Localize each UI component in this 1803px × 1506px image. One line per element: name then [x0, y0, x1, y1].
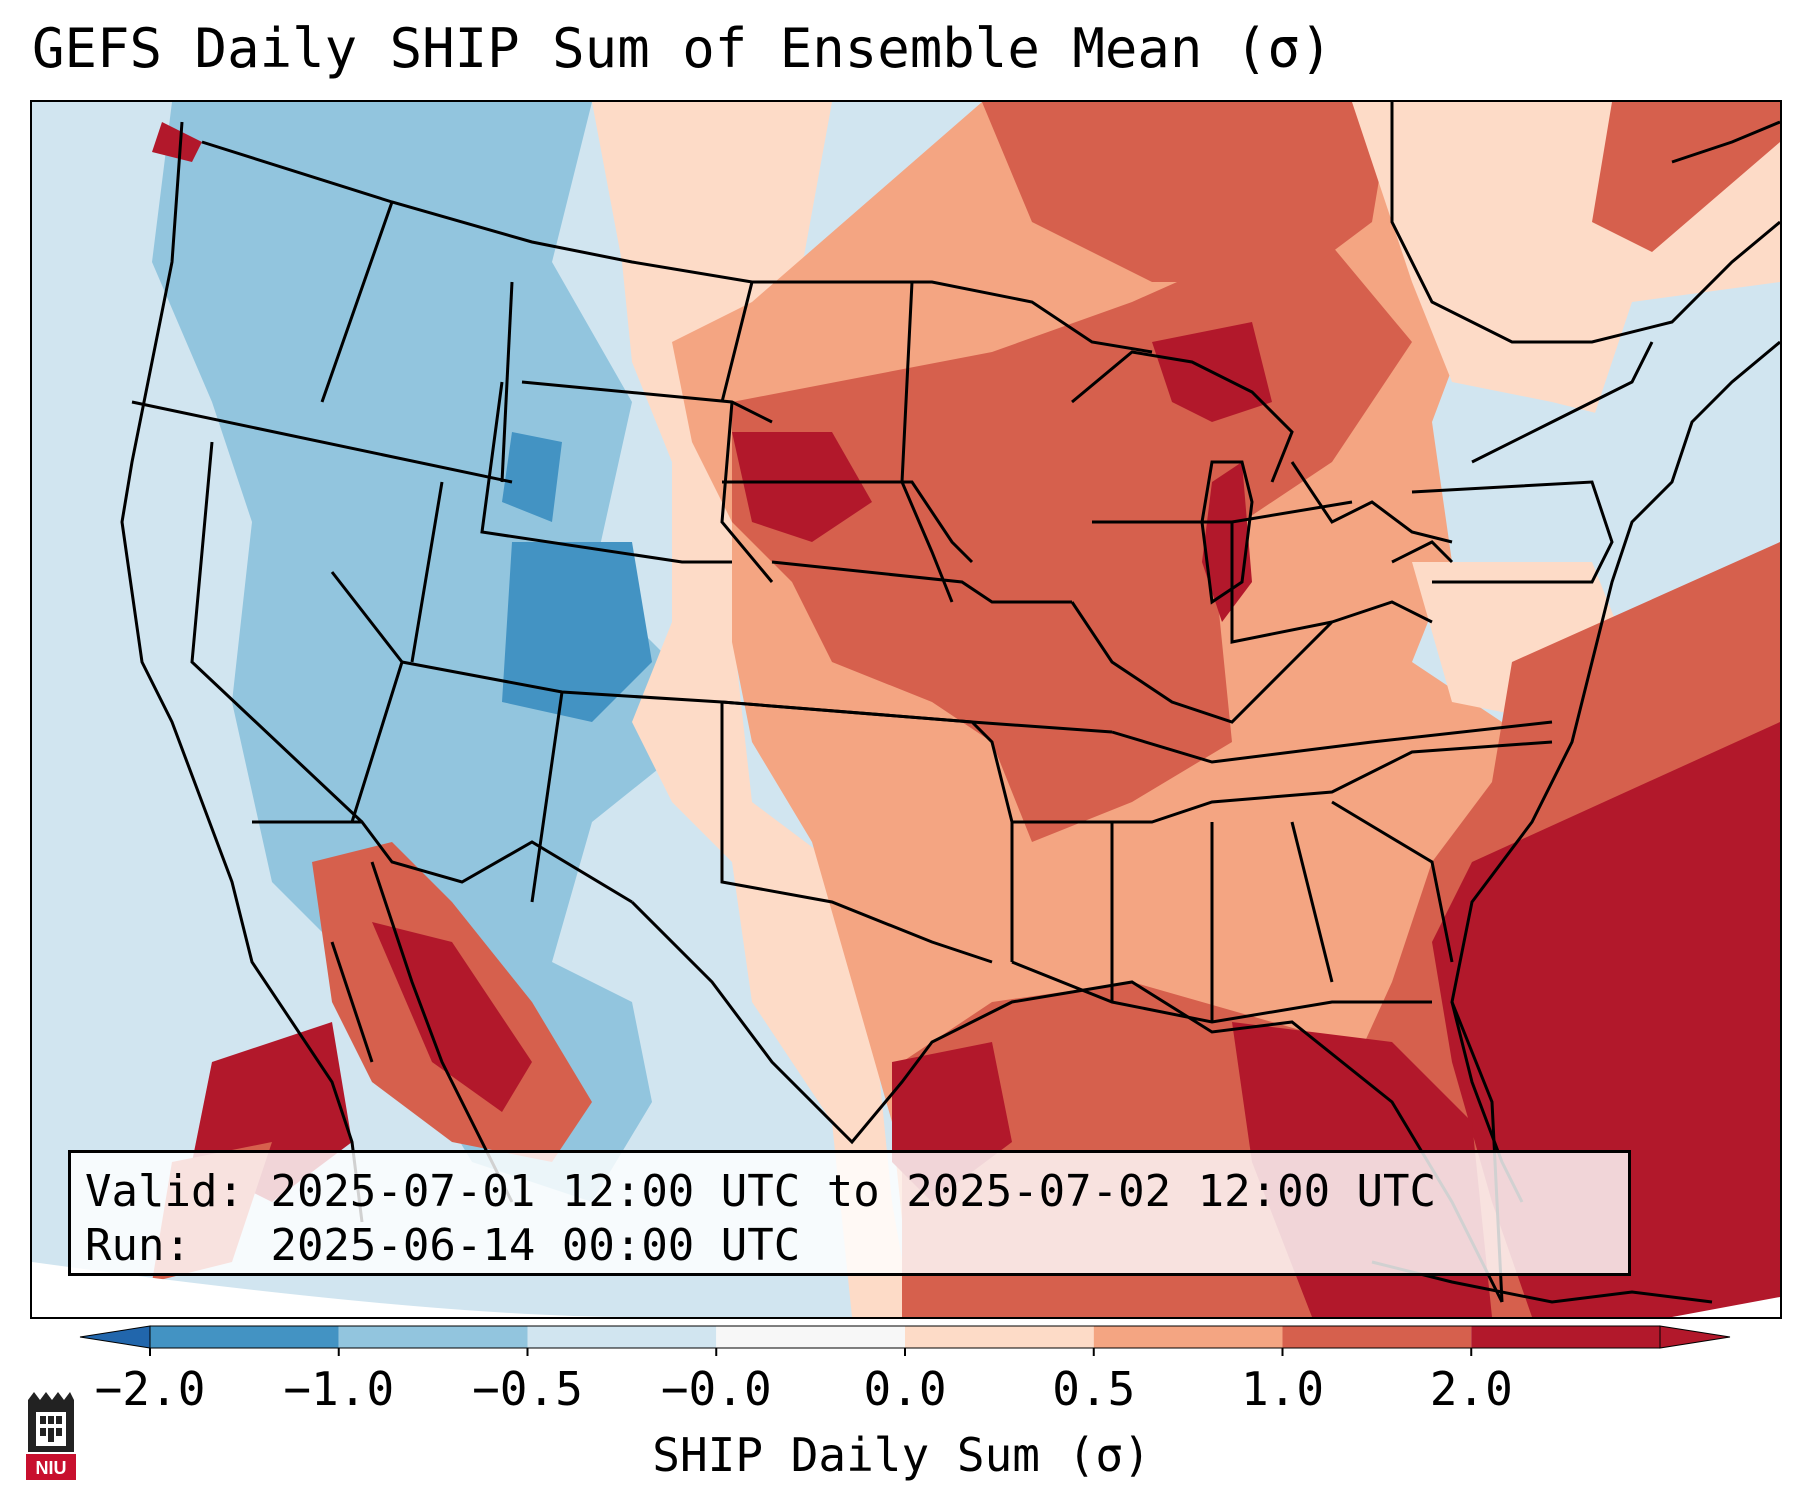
colorbar-tick-label: −0.0: [660, 1362, 772, 1416]
colorbar-tick-label: −0.5: [472, 1362, 583, 1416]
run-value: 2025-06-14 00:00 UTC: [270, 1220, 801, 1271]
colorbar-tick-label: 2.0: [1429, 1362, 1513, 1416]
colorbar: [79, 1325, 1731, 1356]
colorbar-segment: [150, 1326, 339, 1348]
valid-run-info-box: Valid: 2025-07-01 12:00 UTC to 2025-07-0…: [68, 1150, 1631, 1276]
colorbar-segment: [338, 1326, 528, 1348]
logo-text: NIU: [36, 1458, 67, 1478]
niu-castle-logo-icon: NIU: [26, 1392, 76, 1480]
colorbar-tick-label: 1.0: [1240, 1362, 1325, 1416]
colorbar-segment: [716, 1326, 905, 1348]
valid-line: Valid: 2025-07-01 12:00 UTC to 2025-07-0…: [85, 1165, 1614, 1219]
run-label: Run:: [85, 1220, 191, 1271]
run-line: Run: 2025-06-14 00:00 UTC: [85, 1219, 1614, 1273]
valid-label: Valid:: [85, 1166, 244, 1217]
chart-title: GEFS Daily SHIP Sum of Ensemble Mean (σ): [32, 17, 1333, 80]
colorbar-extend-low: [79, 1325, 151, 1349]
borders: [120, 102, 1780, 1304]
colorbar-label: SHIP Daily Sum (σ): [652, 1428, 1151, 1482]
map-frame: [30, 100, 1782, 1319]
colorbar-segment: [527, 1326, 717, 1348]
colorbar-segment: [1471, 1326, 1660, 1348]
colorbar-segment: [1282, 1326, 1472, 1348]
colorbar-segment: [905, 1326, 1094, 1348]
colorbar-tick-label: −2.0: [94, 1362, 206, 1416]
anomaly-field: [32, 102, 1780, 1317]
colorbar-tick-label: −1.0: [283, 1362, 395, 1416]
ship-anomaly-map: [32, 102, 1780, 1317]
colorbar-extend-high: [1659, 1325, 1731, 1349]
colorbar-segments: [79, 1325, 1731, 1356]
colorbar-tick-label: 0.0: [863, 1362, 947, 1416]
valid-value: 2025-07-01 12:00 UTC to 2025-07-02 12:00…: [270, 1166, 1437, 1217]
colorbar-segment: [1093, 1326, 1283, 1348]
colorbar-tick-label: 0.5: [1052, 1362, 1136, 1416]
